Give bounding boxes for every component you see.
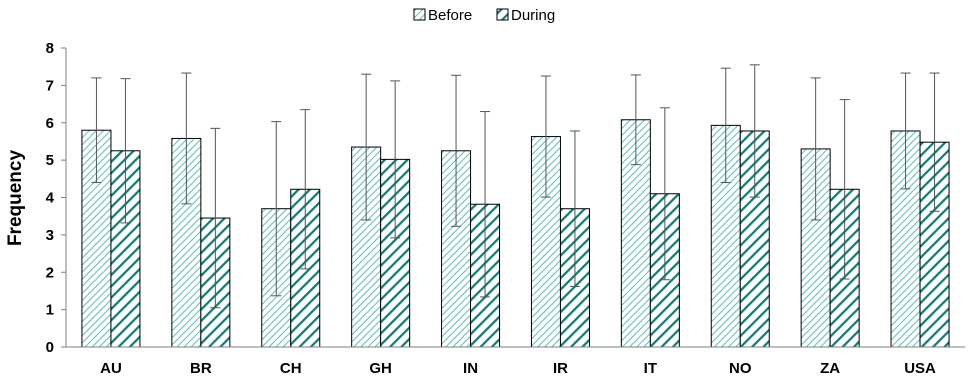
y-axis-label: Frequency — [5, 150, 26, 247]
y-tick-label: 6 — [46, 115, 54, 132]
error-bars — [91, 64, 940, 309]
y-axis-ticks: 0 1 2 3 4 5 6 7 8 — [46, 40, 66, 356]
legend: Before During — [413, 7, 555, 24]
y-tick-label: 1 — [46, 302, 54, 319]
x-tick-label: NO — [729, 360, 752, 377]
x-tick-label: IN — [463, 360, 478, 377]
x-tick-label: IR — [553, 360, 568, 377]
y-tick-label: 8 — [46, 40, 54, 57]
x-tick-label: AU — [100, 360, 122, 377]
y-tick-label: 7 — [46, 77, 54, 94]
x-axis-ticks: AU BR CH GH IN IR IT NO ZA USA — [100, 360, 936, 377]
x-tick-label: ZA — [820, 360, 840, 377]
axes — [65, 48, 965, 348]
y-tick-label: 0 — [46, 339, 54, 356]
bar-during-usa — [919, 141, 950, 348]
x-tick-label: IT — [644, 360, 657, 377]
y-tick-label: 5 — [46, 152, 54, 169]
y-tick-label: 2 — [46, 264, 54, 281]
x-tick-label: GH — [369, 360, 392, 377]
y-tick-label: 3 — [46, 227, 54, 244]
bars — [81, 119, 950, 348]
legend-label-during: During — [511, 7, 555, 24]
y-tick-label: 4 — [46, 190, 55, 207]
x-tick-label: BR — [190, 360, 212, 377]
legend-label-before: Before — [428, 7, 472, 24]
legend-swatch-before — [413, 8, 426, 21]
legend-swatch-during — [496, 8, 509, 21]
x-tick-label: USA — [904, 360, 936, 377]
x-tick-label: CH — [280, 360, 302, 377]
